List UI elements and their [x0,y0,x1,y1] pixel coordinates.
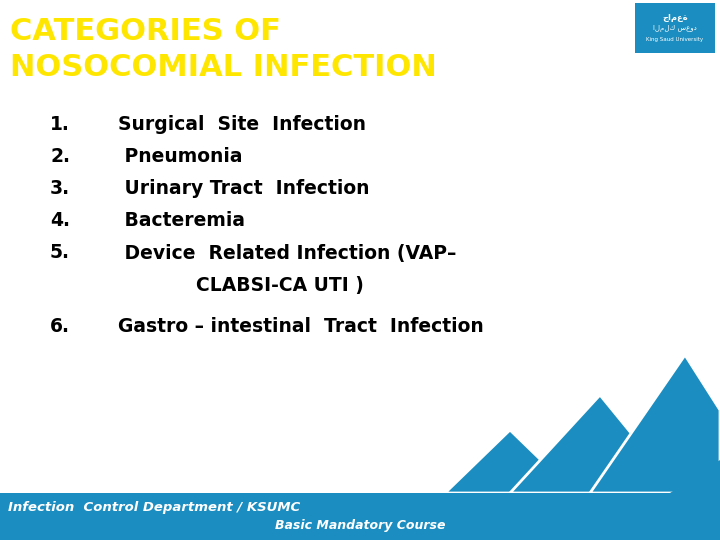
Text: CATEGORIES OF: CATEGORIES OF [10,17,281,46]
Text: Bacteremia: Bacteremia [118,212,245,231]
Text: Infection  Control Department / KSUMC: Infection Control Department / KSUMC [8,501,300,514]
Text: Device  Related Infection (VAP–: Device Related Infection (VAP– [118,244,456,262]
Polygon shape [590,355,720,493]
Text: 6.: 6. [50,318,70,336]
Text: 5.: 5. [50,244,70,262]
Text: NOSOCOMIAL INFECTION: NOSOCOMIAL INFECTION [10,52,437,82]
Text: Surgical  Site  Infection: Surgical Site Infection [118,116,366,134]
Text: Gastro – intestinal  Tract  Infection: Gastro – intestinal Tract Infection [118,318,484,336]
Text: الملك سعود: الملك سعود [653,24,697,31]
Text: جامعة: جامعة [662,14,688,23]
Polygon shape [510,395,680,493]
Text: CLABSI-CA UTI ): CLABSI-CA UTI ) [118,275,364,294]
Text: Pneumonia: Pneumonia [118,147,243,166]
Polygon shape [670,460,720,493]
Text: 3.: 3. [50,179,70,199]
Bar [0,493,720,540]
Bar [635,3,715,53]
Text: King Saud University: King Saud University [647,37,703,43]
Text: Urinary Tract  Infection: Urinary Tract Infection [118,179,369,199]
Text: Basic Mandatory Course: Basic Mandatory Course [275,519,445,532]
Polygon shape [445,430,575,493]
Text: 4.: 4. [50,212,70,231]
Text: 1.: 1. [50,116,70,134]
Text: 2.: 2. [50,147,70,166]
